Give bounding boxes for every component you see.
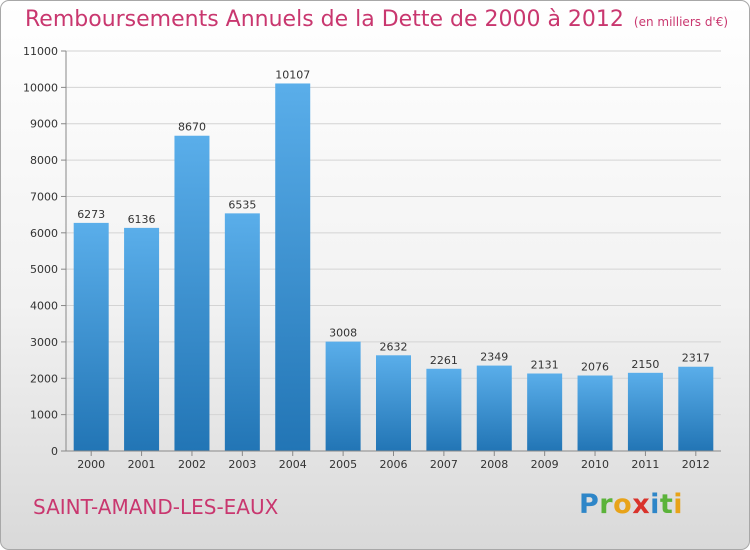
logo-letter: o (613, 489, 633, 520)
bar (174, 135, 210, 451)
bars: 6273 6136 8670 6535 10107 3008 2632 2261 2349 213… (73, 68, 714, 452)
bar (275, 83, 311, 452)
x-tick-label: 2010 (581, 458, 609, 471)
bar-value-label: 2076 (581, 361, 609, 374)
bar-value-label: 10107 (275, 68, 310, 81)
y-tick-label: 11000 (23, 45, 58, 58)
y-tick-label: 10000 (23, 81, 58, 94)
y-tick-label: 2000 (30, 372, 58, 385)
y-tick-label: 7000 (30, 190, 58, 203)
bar-value-label: 3008 (329, 327, 357, 340)
bar (627, 372, 663, 451)
bar (325, 341, 361, 451)
x-tick-label: 2002 (178, 458, 206, 471)
bar (124, 227, 160, 451)
bar (678, 366, 714, 451)
x-tick-label: 2000 (77, 458, 105, 471)
logo-letter: i (650, 489, 660, 520)
bar (577, 375, 613, 451)
x-tick-label: 2009 (531, 458, 559, 471)
x-tick-label: 2005 (329, 458, 357, 471)
x-tick-label: 2008 (480, 458, 508, 471)
logo-letter: P (579, 489, 600, 520)
x-tick-label: 2012 (682, 458, 710, 471)
chart-unit: (en milliers d'€) (633, 15, 729, 29)
bar (426, 368, 462, 451)
logo-letter: i (673, 489, 684, 520)
x-axis-ticks: 2000 2001 2002 2003 2004 2005 2006 2007 2008 2009… (77, 451, 710, 471)
bar-value-label: 2632 (380, 340, 408, 353)
bar-value-label: 6535 (228, 198, 256, 211)
x-tick-label: 2006 (380, 458, 408, 471)
x-tick-label: 2003 (228, 458, 256, 471)
x-tick-label: 2007 (430, 458, 458, 471)
bar-value-label: 2317 (682, 352, 710, 365)
bar-value-label: 2131 (531, 359, 559, 372)
bar (376, 355, 411, 451)
chart-title: Remboursements Annuels de la Dette de 20… (25, 7, 728, 32)
proxiti-logo: Proxiti (579, 489, 683, 520)
bar (527, 373, 563, 451)
bar-value-label: 6273 (77, 208, 105, 221)
logo-letter: t (659, 489, 674, 520)
city-name: SAINT-AMAND-LES-EAUX (33, 495, 279, 519)
bar-value-label: 2261 (430, 354, 458, 367)
bar (73, 222, 109, 451)
y-tick-label: 1000 (30, 409, 58, 422)
y-tick-label: 3000 (30, 336, 58, 349)
bar-value-label: 2150 (631, 358, 659, 371)
chart-title-text: Remboursements Annuels de la Dette de 20… (25, 7, 624, 32)
x-tick-label: 2004 (279, 458, 307, 471)
bar (224, 213, 260, 451)
y-tick-label: 8000 (30, 154, 58, 167)
logo-letter: x (632, 489, 651, 520)
x-tick-label: 2011 (631, 458, 659, 471)
bar-value-label: 2349 (480, 351, 508, 364)
y-tick-label: 4000 (30, 300, 58, 313)
bar-value-label: 8670 (178, 121, 206, 134)
bar-value-label: 6136 (128, 213, 156, 226)
y-tick-label: 9000 (30, 118, 58, 131)
y-tick-label: 0 (51, 445, 58, 458)
y-tick-label: 5000 (30, 263, 58, 276)
bar (476, 365, 512, 451)
x-tick-label: 2001 (128, 458, 156, 471)
y-axis-ticks: 0 1000 2000 3000 4000 5000 6000 7000 8000 9000 100… (23, 45, 66, 458)
y-tick-label: 6000 (30, 227, 58, 240)
logo-letter: r (599, 489, 614, 520)
